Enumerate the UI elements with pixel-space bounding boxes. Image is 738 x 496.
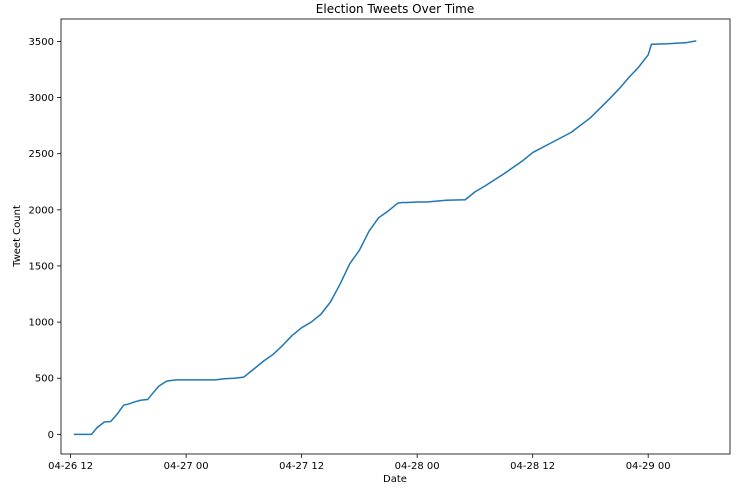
x-tick-label: 04-28 00: [395, 461, 440, 472]
tweet-count-line: [73, 40, 697, 436]
y-tick-label: 2500: [29, 149, 54, 160]
x-tick-label: 04-27 00: [164, 461, 209, 472]
y-tick-label: 3500: [29, 37, 54, 48]
plot-frame: [60, 18, 731, 455]
x-tick-label: 04-29 00: [626, 461, 671, 472]
x-tick-label: 04-26 12: [48, 461, 93, 472]
chart-title: Election Tweets Over Time: [316, 2, 474, 16]
y-axis: 0 500 1000 1500 2000 2500 3000 3500: [29, 37, 61, 441]
y-axis-title: Tweet Count: [12, 205, 23, 268]
y-tick-label: 500: [35, 374, 54, 385]
x-axis: 04-26 12 04-27 00 04-27 12 04-28 00 04-28 12…: [48, 454, 671, 472]
x-tick-label: 04-27 12: [279, 461, 324, 472]
y-tick-label: 1500: [29, 261, 54, 272]
x-axis-title: Date: [383, 474, 407, 485]
y-tick-label: 1000: [29, 318, 54, 329]
y-tick-label: 3000: [29, 93, 54, 104]
y-tick-label: 2000: [29, 205, 54, 216]
x-tick-label: 04-28 12: [510, 461, 555, 472]
y-tick-label: 0: [48, 430, 54, 441]
